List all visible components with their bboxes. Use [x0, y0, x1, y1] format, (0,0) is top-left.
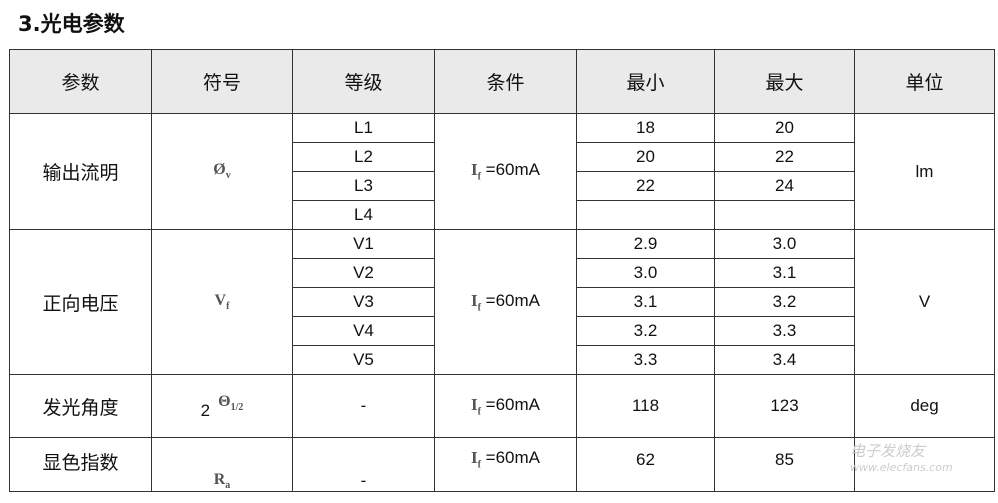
symbol-sub: f — [226, 301, 230, 313]
section-title: 3.光电参数 — [18, 12, 125, 36]
current-symbol: If — [470, 394, 481, 418]
symbol: Ø — [213, 161, 226, 179]
condition-value: =60mA — [485, 160, 541, 180]
grade-cell: L3 — [292, 171, 435, 201]
grade-cell: V3 — [292, 287, 435, 317]
grade-cell: L1 — [292, 113, 435, 143]
header-min: 最小 — [576, 49, 715, 114]
min-cell: 20 — [576, 142, 715, 172]
table-row: 显色指数 Ra - If =60mA 62 85 — [9, 437, 995, 492]
min-cell — [576, 200, 715, 230]
grade-cell: V2 — [292, 258, 435, 288]
grade-cell: L4 — [292, 200, 435, 230]
current-symbol: If — [470, 448, 481, 471]
watermark: 电子发烧友 www.elecfans.com — [850, 442, 953, 474]
max-cell: 3.4 — [714, 345, 855, 375]
symbol-sub: a — [225, 480, 231, 491]
table-row: V2 3.0 3.1 — [10, 258, 995, 288]
max-cell: 3.0 — [714, 229, 855, 259]
grade-cell: - — [292, 437, 435, 492]
min-cell: 62 — [576, 437, 715, 492]
table-row: V3 3.1 3.2 — [10, 287, 995, 317]
condition-value: =60mA — [485, 394, 541, 414]
header-param: 参数 — [9, 49, 152, 114]
max-cell — [714, 200, 855, 230]
max-cell: 123 — [714, 374, 855, 438]
param-cell: 输出流明 — [9, 113, 152, 230]
grade-cell: - — [292, 374, 435, 438]
header-condition: 条件 — [434, 49, 577, 114]
header-grade: 等级 — [292, 49, 435, 114]
min-cell: 2.9 — [576, 229, 715, 259]
current-symbol: If — [470, 290, 481, 314]
min-cell: 3.1 — [576, 287, 715, 317]
grade-cell: V4 — [292, 316, 435, 346]
grade-cell: V5 — [292, 345, 435, 375]
grade-cell: L2 — [292, 142, 435, 172]
table-row: L4 — [10, 200, 995, 230]
max-cell: 85 — [714, 437, 855, 492]
condition-value: =60mA — [485, 448, 541, 467]
table-row: 发光角度 2 Θ1/2 - If =60mA 118 123 deg — [9, 374, 995, 438]
symbol: Θ — [218, 393, 231, 410]
symbol-cell: Vf — [151, 229, 293, 375]
header-unit: 单位 — [854, 49, 995, 114]
condition-cell: If =60mA — [434, 113, 577, 230]
max-cell: 3.1 — [714, 258, 855, 288]
max-cell: 3.2 — [714, 287, 855, 317]
current-symbol: If — [470, 160, 481, 183]
condition-cell: If =60mA — [434, 229, 577, 375]
symbol-sub: 1/2 — [230, 402, 244, 414]
table-row: 输出流明 Øv L1 If =60mA 18 20 lm — [9, 113, 995, 230]
unit-cell: V — [854, 229, 995, 375]
unit-cell: deg — [854, 374, 995, 438]
header-symbol: 符号 — [151, 49, 293, 114]
param-cell: 正向电压 — [9, 229, 152, 375]
symbol: V — [214, 291, 227, 309]
min-cell: 3.2 — [576, 316, 715, 346]
symbol-prefix: 2 — [200, 401, 211, 420]
header-row: 参数 符号 等级 条件 最小 最大 单位 — [9, 49, 995, 114]
symbol-sub: v — [225, 170, 231, 182]
table-row: L3 22 24 — [10, 171, 995, 201]
max-cell: 24 — [714, 171, 855, 201]
unit-cell — [854, 437, 995, 492]
header-max: 最大 — [714, 49, 855, 114]
condition-value: =60mA — [485, 290, 541, 310]
symbol-cell: 2 Θ1/2 — [151, 374, 293, 438]
symbol-cell: Ra — [151, 437, 293, 492]
symbol: R — [213, 470, 226, 488]
condition-cell: If =60mA — [434, 374, 577, 438]
photoelectric-parameters-table: 参数 符号 等级 条件 最小 最大 单位 输出流明 Øv L1 If =60mA… — [9, 49, 995, 492]
param-cell: 显色指数 — [9, 437, 152, 492]
unit-cell: lm — [854, 113, 995, 230]
grade-cell: V1 — [292, 229, 435, 259]
min-cell: 3.0 — [576, 258, 715, 288]
max-cell: 20 — [714, 113, 855, 143]
condition-cell: If =60mA — [434, 437, 577, 492]
table-row: L2 20 22 — [10, 142, 995, 172]
symbol-cell: Øv — [151, 113, 293, 230]
min-cell: 118 — [576, 374, 715, 438]
param-cell: 发光角度 — [9, 374, 152, 438]
table-row: 正向电压 Vf V1 If =60mA 2.9 3.0 V — [9, 229, 995, 375]
min-cell: 22 — [576, 171, 715, 201]
min-cell: 18 — [576, 113, 715, 143]
table-row: V5 3.3 3.4 — [10, 345, 995, 375]
min-cell: 3.3 — [576, 345, 715, 375]
max-cell: 22 — [714, 142, 855, 172]
max-cell: 3.3 — [714, 316, 855, 346]
